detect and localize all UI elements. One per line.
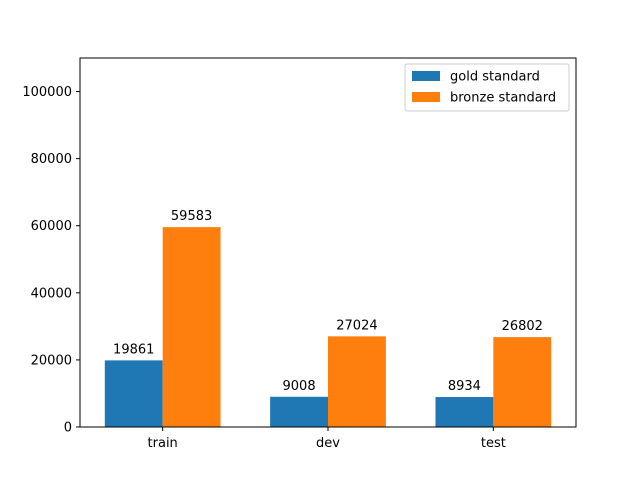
- bar-bronze-standard-dev: [328, 336, 386, 427]
- data-label: 26802: [502, 319, 543, 334]
- legend-box: [404, 63, 570, 112]
- x-tick-label: test: [481, 436, 506, 451]
- data-label: 27024: [336, 318, 377, 333]
- data-label: 8934: [448, 379, 481, 394]
- legend-label: bronze standard: [450, 91, 556, 106]
- y-tick-label: 80000: [31, 152, 72, 167]
- y-tick-label: 20000: [31, 353, 72, 368]
- plot-frame: [79, 57, 577, 428]
- x-tick-label: dev: [316, 436, 340, 451]
- legend: gold standard bronze standard: [404, 63, 570, 112]
- legend-swatch-bronze-standard: [412, 92, 440, 102]
- data-label: 59583: [171, 209, 212, 224]
- legend-label: gold standard: [450, 70, 540, 85]
- data-label: 9008: [283, 379, 316, 394]
- bar-bronze-standard-test: [493, 337, 552, 427]
- data-label: 19861: [113, 342, 154, 357]
- legend-swatch-gold-standard: [412, 71, 440, 81]
- bar-gold-standard-train: [104, 360, 163, 427]
- bar-bronze-standard-train: [162, 227, 221, 427]
- y-tick-label: 100000: [22, 85, 72, 100]
- x-tick-label: train: [148, 436, 178, 451]
- y-tick-label: 60000: [31, 219, 72, 234]
- bar-gold-standard-dev: [270, 396, 328, 427]
- y-tick-label: 0: [64, 421, 72, 436]
- bar-gold-standard-test: [435, 397, 494, 427]
- y-tick-label: 40000: [31, 286, 72, 301]
